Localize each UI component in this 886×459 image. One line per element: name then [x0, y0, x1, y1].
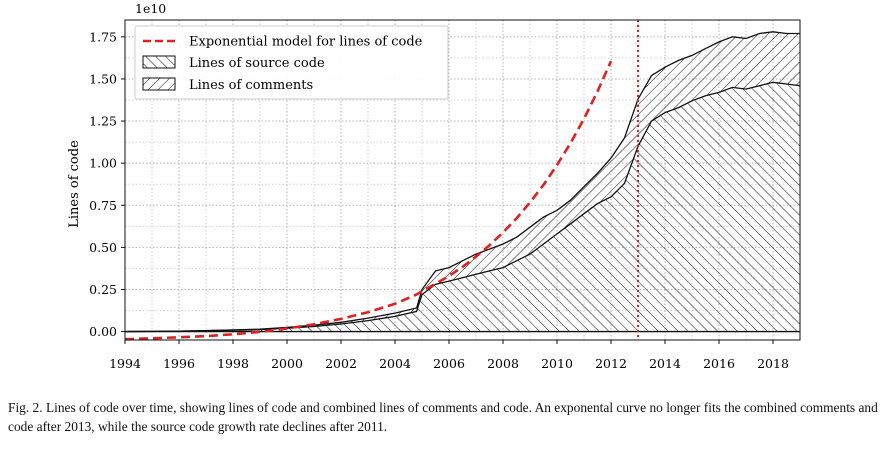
x-tick-label: 1996: [163, 356, 195, 371]
x-tick-label: 2014: [649, 356, 681, 371]
legend: Exponential model for lines of code Line…: [134, 25, 449, 100]
lines: [125, 20, 800, 340]
y-tick-label: 1.50: [89, 71, 117, 86]
areas: [125, 31, 800, 332]
plot-frame: [124, 19, 801, 341]
y-tick-label: 0.00: [89, 324, 117, 339]
legend-comments-label: Lines of comments: [189, 78, 313, 93]
y-tick-label: 0.25: [89, 282, 117, 297]
line-source-code-outline: [125, 81, 800, 333]
figure-caption: Fig. 2. Lines of code over time, showing…: [8, 400, 878, 434]
line-exponential-model: [125, 60, 613, 340]
x-tick-label: 1994: [109, 356, 141, 371]
y-tick-label: 0.50: [89, 240, 117, 255]
x-tick-label: 2018: [757, 356, 789, 371]
x-tick-label: 2000: [271, 356, 303, 371]
legend-comments-hatch-icon: [142, 77, 176, 91]
x-tick-label: 2004: [379, 356, 411, 371]
y-axis-label: Lines of code: [67, 140, 82, 228]
legend-source-label: Lines of source code: [189, 56, 325, 71]
legend-box: [134, 25, 449, 100]
x-tick-label: 2016: [703, 356, 735, 371]
line-total-code-outline: [125, 31, 800, 333]
area-lines-of-comments: [125, 31, 800, 332]
x-tick-label: 1998: [217, 356, 249, 371]
x-tick-label: 2008: [487, 356, 519, 371]
x-tick-label: 2002: [325, 356, 357, 371]
x-tick-label: 2006: [433, 356, 465, 371]
chart: 1e10 Lines of code 1994 1996 1998 2000 2002 2…: [67, 1, 801, 371]
x-tick-label: 2012: [595, 356, 627, 371]
y-tick-label: 1.25: [89, 114, 117, 129]
y-scale-label: 1e10: [135, 1, 166, 16]
area-lines-of-source-code: [125, 82, 800, 332]
x-tick-label: 2010: [541, 356, 573, 371]
legend-exponential-label: Exponential model for lines of code: [189, 35, 423, 50]
ticks: 1994 1996 1998 2000 2002 2004 2006 2008 2010 2012…: [89, 29, 789, 371]
legend-source-hatch-icon: [142, 55, 176, 69]
y-tick-label: 1.00: [89, 156, 117, 171]
y-tick-label: 1.75: [89, 29, 117, 44]
y-tick-label: 0.75: [89, 198, 117, 213]
